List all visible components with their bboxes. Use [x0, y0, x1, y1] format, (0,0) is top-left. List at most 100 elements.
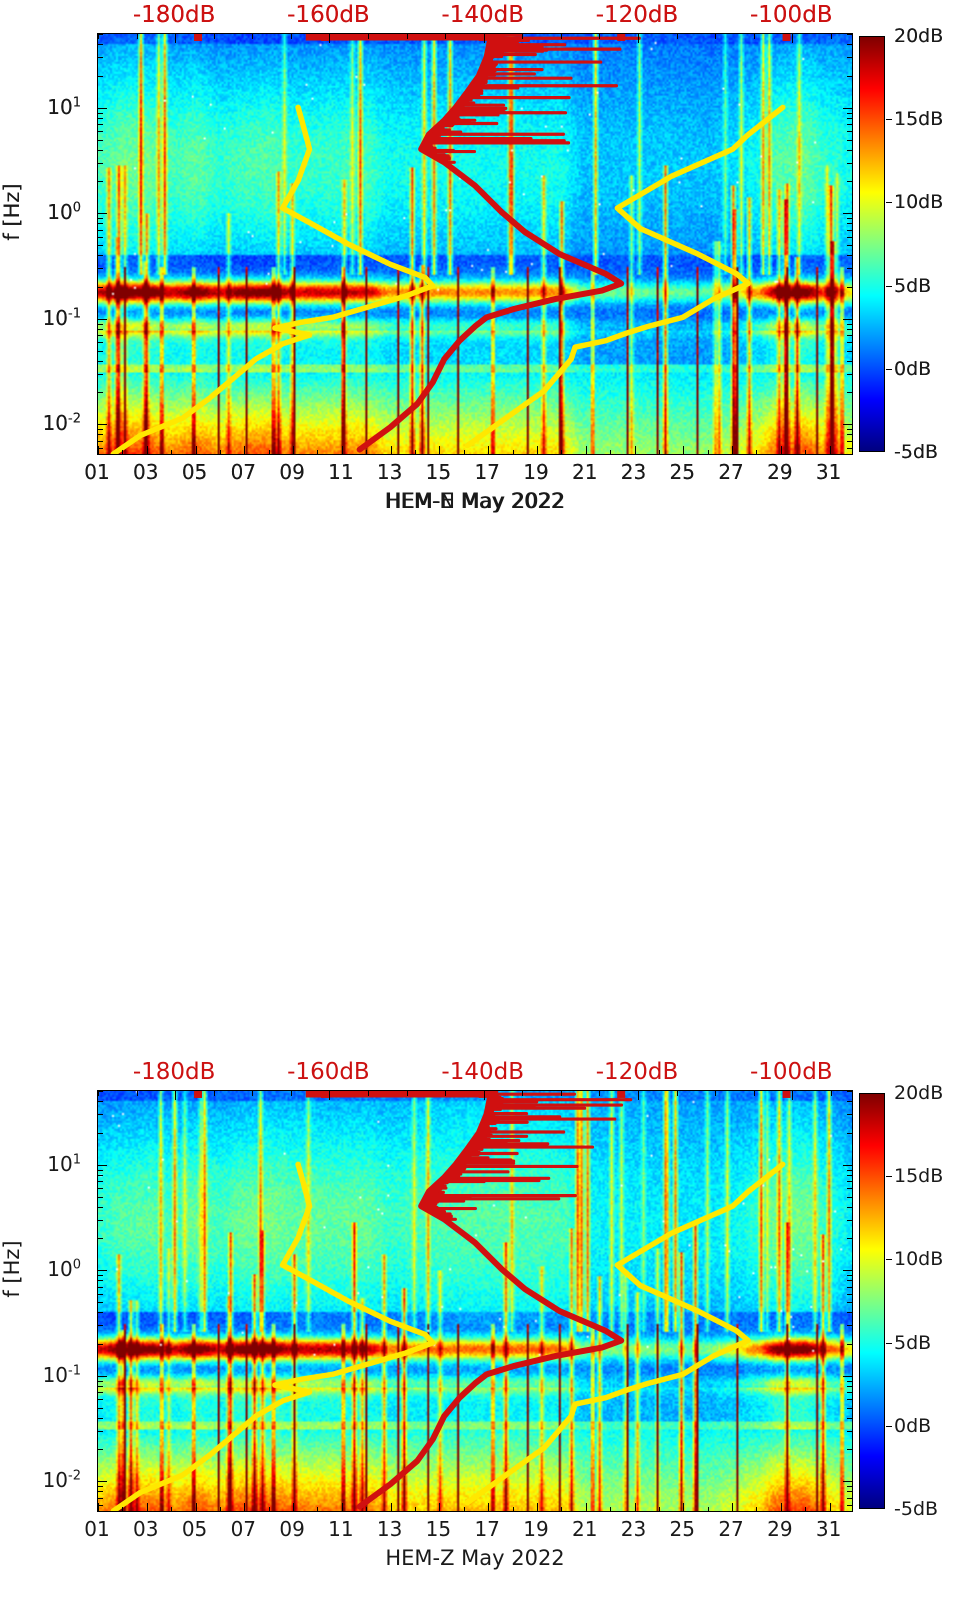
x-axis-tick-label: 17 [474, 460, 500, 484]
y-axis-tick [98, 447, 103, 449]
y-axis-tick [847, 181, 852, 183]
y-axis-tick [98, 318, 107, 320]
top-db-tick-label: -160dB [287, 2, 370, 28]
y-axis-tick [847, 162, 852, 164]
y-axis-tick [847, 1302, 852, 1303]
x-axis-tick-label: 03 [133, 460, 159, 484]
y-axis-tick [847, 1196, 852, 1198]
x-axis-tick-label: 31 [815, 1517, 842, 1541]
y-axis-tick [98, 1486, 103, 1488]
y-axis-tick [847, 328, 852, 330]
y-axis-tick [98, 1091, 103, 1092]
colorbar-tick-label: 0dB [894, 357, 932, 380]
y-axis-tick [847, 1286, 852, 1288]
y-axis-tick [98, 245, 103, 246]
y-axis-tick [847, 1174, 852, 1176]
y-axis-tick [98, 328, 103, 330]
top-axis-tick [175, 34, 177, 43]
top-edge-marker [194, 34, 203, 41]
x-axis-tick [341, 446, 343, 454]
top-axis-tick [252, 34, 254, 39]
y-axis-tick [843, 1375, 852, 1377]
spectrogram-panel: -180dB -160dB -140dB -120dB -100dB 101 100 10-… [0, 1057, 962, 1577]
y-axis-tick [847, 1312, 852, 1314]
x-axis-tick [390, 446, 392, 454]
x-axis-tick [390, 1503, 392, 1511]
y-axis-tick [98, 1238, 103, 1240]
y-axis-tick [847, 117, 852, 119]
y-axis-tick [847, 223, 852, 225]
colorbar-tick-label: 15dB [894, 108, 944, 131]
x-axis-tick [366, 450, 368, 454]
y-axis-tick [847, 1399, 852, 1401]
y-axis-tick [847, 1280, 852, 1282]
top-db-tick-label: -160dB [287, 1059, 370, 1085]
y-axis-tick [847, 1407, 852, 1409]
y-axis-tick [847, 1343, 852, 1345]
x-axis-tick [171, 450, 173, 454]
nhnm-spikes [305, 34, 641, 164]
top-axis-tick [368, 34, 369, 39]
top-edge-marker [321, 1091, 329, 1098]
y-axis-tick-label: 100 [47, 200, 81, 225]
y-axis-tick [847, 323, 852, 325]
x-axis-tick-label: 21 [572, 1517, 598, 1541]
x-axis-tick-label: 31 [815, 460, 842, 484]
y-axis-tick [98, 1181, 103, 1183]
colorbar-tick-label: 15dB [894, 1165, 944, 1188]
y-axis-tick-label: 101 [47, 94, 81, 119]
top-db-tick-label: -140dB [441, 1059, 524, 1085]
y-axis-tick [847, 1491, 852, 1493]
y-axis-tick [847, 350, 852, 352]
y-axis-tick [98, 1380, 103, 1382]
x-axis-tick-label: 07 [230, 460, 257, 484]
y-axis-tick [847, 1430, 852, 1432]
x-axis-tick [610, 1507, 612, 1511]
y-axis-tick [847, 75, 852, 77]
top-axis-tick [676, 1091, 678, 1096]
x-axis-tick [829, 446, 831, 454]
y-axis-tick [98, 112, 103, 114]
x-axis-tick [683, 1503, 685, 1511]
colorbar-tick-labels: 20dB 15dB 10dB 5dB 0dB -5dB [886, 25, 956, 463]
y-axis-tick [847, 440, 852, 442]
y-axis-tick [98, 1293, 103, 1295]
top-axis-tick [290, 1091, 292, 1096]
x-axis-tick [268, 450, 270, 454]
y-axis-tick [98, 1169, 103, 1171]
y-axis-tick [847, 286, 852, 288]
y-axis-tick [847, 1380, 852, 1382]
top-axis-tick [753, 34, 755, 39]
top-axis-tick [560, 34, 562, 39]
colorbar [859, 1093, 885, 1509]
x-axis-tick-label: 23 [620, 1517, 647, 1541]
x-axis-tick [707, 450, 709, 454]
noise-model-curve [110, 1161, 436, 1511]
y-axis-tick [847, 229, 852, 231]
top-edge-marker [782, 1091, 791, 1098]
top-axis-tick [483, 34, 485, 43]
colorbar-tick-label: 15dB [894, 108, 944, 131]
y-axis-tick [98, 360, 103, 362]
y-axis-tick [847, 1114, 852, 1116]
y-axis-tick [98, 286, 103, 288]
y-axis-tick [847, 429, 852, 431]
x-axis-tick [732, 1503, 734, 1511]
colorbar-tick-label: 20dB [894, 25, 944, 47]
x-axis-tick [829, 1503, 831, 1511]
x-axis-tick-label: 25 [669, 1517, 696, 1541]
y-axis-tick [843, 213, 852, 215]
x-axis-tick-label: 13 [376, 460, 403, 484]
colorbar-gradient [860, 37, 884, 451]
y-axis-tick [847, 447, 852, 449]
x-axis-tick-label: 29 [767, 460, 793, 484]
y-axis-tick [98, 117, 103, 119]
y-axis-tick-label: 10-1 [42, 305, 81, 330]
y-axis-tick [98, 268, 103, 270]
colorbar-tick [886, 1342, 892, 1344]
y-axis-tick-label: 10-2 [42, 1468, 81, 1493]
y-axis-tick [847, 1219, 852, 1221]
y-axis-tick [98, 1504, 103, 1506]
y-axis-tick [98, 1399, 103, 1401]
y-axis-tick [847, 392, 852, 394]
